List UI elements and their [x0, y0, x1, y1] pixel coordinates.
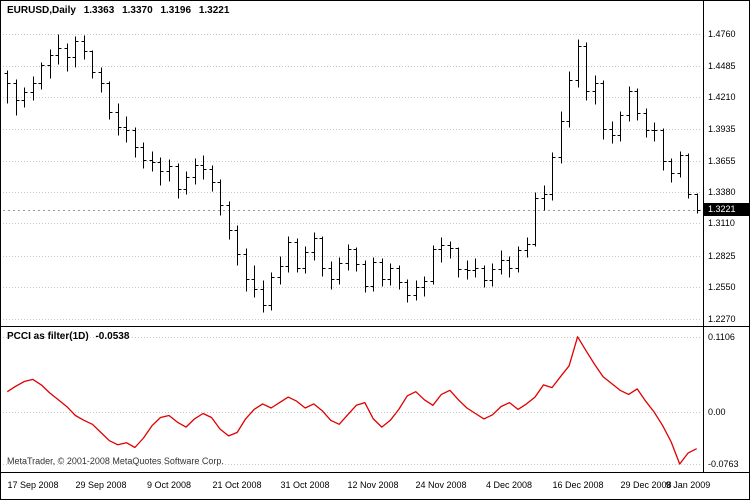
current-price-tag: 1.3221	[704, 203, 749, 216]
date-label: 21 Oct 2008	[212, 480, 262, 490]
quote-open: 1.3363	[83, 5, 115, 16]
indicator-axis-label: 0.1106	[708, 332, 735, 342]
indicator-value: -0.0538	[95, 331, 130, 342]
date-label: 9 Oct 2008	[146, 480, 192, 490]
date-label: 9 Jan 2009	[665, 480, 711, 490]
quote-high: 1.3370	[122, 5, 153, 16]
price-axis-label: 1.4210	[708, 92, 736, 102]
chart-header: EURUSD,Daily 1.3363 1.3370 1.3196 1.3221	[7, 5, 234, 16]
price-axis-label: 1.3655	[708, 156, 736, 166]
price-axis-label: 1.4485	[708, 61, 736, 71]
date-label: 17 Sep 2008	[7, 480, 59, 490]
symbol-timeframe: EURUSD,Daily	[7, 5, 76, 16]
date-label: 29 Sep 2008	[75, 480, 127, 490]
price-axis-label: 1.2270	[708, 314, 736, 324]
indicator-label: PCCI as filter(1D) -0.0538	[7, 331, 133, 342]
quote-low: 1.3196	[160, 5, 192, 16]
date-label: 16 Dec 2008	[552, 480, 604, 490]
indicator-name: PCCI as filter(1D)	[7, 331, 89, 342]
date-label: 24 Nov 2008	[415, 480, 467, 490]
price-axis-label: 1.3935	[708, 124, 736, 134]
watermark: MetaTrader, © 2001-2008 MetaQuotes Softw…	[7, 456, 224, 466]
date-label: 4 Dec 2008	[485, 480, 533, 490]
quote-close: 1.3221	[198, 5, 230, 16]
date-label: 29 Dec 2008	[620, 480, 672, 490]
price-axis-label: 1.3380	[708, 187, 736, 197]
price-axis-label: 1.4760	[708, 29, 736, 39]
indicator-axis[interactable]: 0.1106 0.00 -0.0763	[704, 327, 749, 472]
date-label: 12 Nov 2008	[347, 480, 399, 490]
price-axis-label: 1.2825	[708, 251, 736, 261]
price-axis[interactable]: 1.3221 1.4760 1.4485 1.4210 1.3935 1.3655 1.3…	[704, 1, 749, 327]
price-axis-label: 1.2550	[708, 282, 736, 292]
indicator-axis-label: 0.00	[708, 407, 726, 417]
date-label: 31 Oct 2008	[280, 480, 330, 490]
date-axis[interactable]: 17 Sep 2008 29 Sep 2008 9 Oct 2008 21 Oct 2…	[1, 473, 749, 499]
indicator-axis-label: -0.0763	[708, 459, 739, 469]
price-axis-label: 1.3110	[708, 218, 735, 228]
